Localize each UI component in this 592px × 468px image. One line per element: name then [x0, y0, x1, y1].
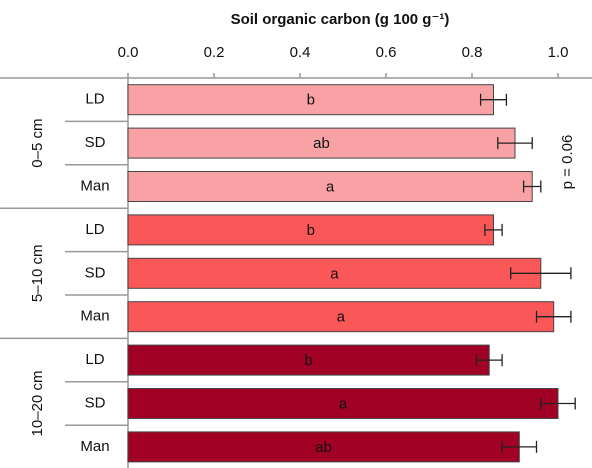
p-annotation: p = 0.06: [559, 135, 576, 190]
significance-letter: b: [307, 222, 315, 239]
bar: [127, 84, 494, 116]
category-label: SD: [85, 394, 106, 411]
bar: [127, 257, 542, 289]
chart-title: Soil organic carbon (g 100 g⁻¹): [231, 11, 450, 28]
error-bar: [479, 93, 508, 106]
error-bar: [510, 267, 572, 280]
significance-letter: a: [326, 178, 335, 195]
error-bar: [475, 354, 503, 367]
error-bar: [535, 310, 572, 323]
category-label: LD: [85, 221, 104, 238]
significance-letter: ab: [315, 439, 332, 456]
category-label: Man: [80, 177, 109, 194]
significance-letter: a: [337, 309, 346, 326]
x-tick-label: 1.0: [548, 44, 569, 61]
error-bar: [484, 223, 503, 236]
error-bar: [522, 180, 542, 193]
category-label: LD: [85, 91, 104, 108]
x-tick-label: 0.4: [290, 44, 311, 61]
group-label: 5–10 cm: [29, 245, 46, 303]
category-label: SD: [85, 264, 106, 281]
category-label: Man: [80, 438, 109, 455]
significance-letter: b: [304, 352, 312, 369]
category-label: Man: [80, 308, 109, 325]
category-label: SD: [85, 134, 106, 151]
error-bar: [540, 397, 576, 410]
category-label: LD: [85, 351, 104, 368]
bar: [127, 431, 520, 463]
significance-letter: a: [339, 395, 348, 412]
significance-letter: ab: [313, 135, 330, 152]
error-bar: [497, 137, 533, 150]
significance-letter: a: [330, 265, 339, 282]
significance-letter: b: [307, 92, 315, 109]
bar: [127, 214, 494, 246]
group-label: 0–5 cm: [29, 118, 46, 167]
x-tick-label: 0.8: [462, 44, 483, 61]
x-tick-label: 0.0: [118, 44, 139, 61]
bar: [127, 344, 490, 376]
group-label: 10–20 cm: [29, 371, 46, 437]
x-tick-label: 0.6: [376, 44, 397, 61]
bar: [127, 171, 533, 202]
error-bar: [501, 440, 538, 453]
x-tick-label: 0.2: [204, 44, 225, 61]
bar: [127, 127, 516, 159]
